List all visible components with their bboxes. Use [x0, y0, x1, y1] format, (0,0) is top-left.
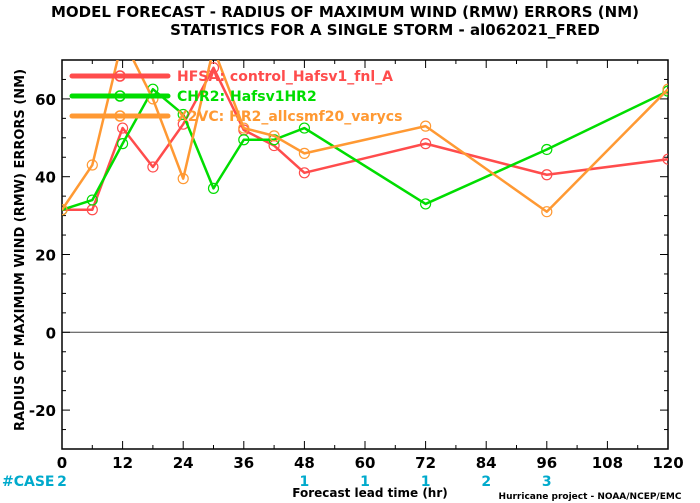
- case-label: #CASE: [2, 474, 55, 490]
- data-point: [662, 83, 668, 95]
- data-point: [268, 130, 280, 142]
- data-point: [541, 143, 553, 156]
- y-tick-label: 40: [35, 169, 56, 187]
- y-tick-label: -20: [29, 402, 56, 420]
- x-tick-label: 72: [415, 454, 436, 472]
- x-tick-label: 120: [652, 454, 683, 472]
- data-point: [420, 198, 432, 210]
- data-point: [209, 43, 219, 53]
- x-tick-label: 12: [112, 454, 133, 472]
- case-count: 3: [542, 474, 552, 490]
- legend-item-1: HFSA: control_Hafsv1_fnl_A: [69, 69, 393, 85]
- legend-item-3: X2VC: HR2_allcsmf20_varycs: [69, 109, 402, 125]
- y-tick-label: 0: [46, 324, 56, 342]
- data-point: [238, 122, 250, 134]
- data-point: [177, 173, 189, 185]
- x-axis-label: Forecast lead time (hr): [292, 486, 448, 500]
- y-tick-label: 20: [35, 247, 56, 265]
- legend-marker: [114, 90, 126, 102]
- case-count: 2: [481, 474, 491, 490]
- case-count: 2: [57, 474, 67, 490]
- data-point: [116, 122, 129, 134]
- data-point: [118, 34, 128, 44]
- series-line: [62, 87, 668, 211]
- data-point: [298, 147, 310, 159]
- x-tick-label: 36: [233, 454, 254, 472]
- data-point: [116, 138, 129, 150]
- data-point: [420, 138, 432, 150]
- x-tick-label: 96: [536, 454, 557, 472]
- x-tick-label: 48: [294, 454, 315, 472]
- case-count-row: #CASE 2 1 1 1 2 3: [2, 474, 552, 490]
- series-2: [62, 83, 668, 216]
- legend-marker: [114, 110, 126, 122]
- y-tick-label: 60: [35, 91, 56, 109]
- legend-label: CHR2: Hafsv1HR2: [177, 89, 317, 105]
- x-axis: 0 12 24 36 48 60 72 84 96 108 120: [57, 60, 684, 472]
- y-axis-label: RADIUS OF MAXIMUM WIND (RMW) ERRORS (NM): [13, 69, 28, 431]
- data-point: [238, 134, 250, 146]
- x-tick-label: 84: [476, 454, 497, 472]
- credit-text: Hurricane project - NOAA/NCEP/EMC: [499, 492, 682, 502]
- series-line: [62, 60, 668, 213]
- data-point: [147, 161, 159, 173]
- data-point: [298, 122, 310, 134]
- data-point: [62, 204, 68, 216]
- legend-item-2: CHR2: Hafsv1HR2: [69, 89, 317, 105]
- legend-label: X2VC: HR2_allcsmf20_varycs: [177, 109, 402, 125]
- data-point: [177, 108, 189, 121]
- legend: HFSA: control_Hafsv1_fnl_A CHR2: Hafsv1HR…: [69, 69, 402, 125]
- data-point: [298, 167, 310, 179]
- legend-label: HFSA: control_Hafsv1_fnl_A: [177, 69, 393, 85]
- series-layer: [62, 34, 668, 218]
- case-count: 1: [360, 474, 370, 490]
- chart-title: MODEL FORECAST - RADIUS OF MAXIMUM WIND …: [51, 3, 639, 21]
- case-count: 1: [300, 474, 310, 490]
- x-tick-label: 108: [592, 454, 623, 472]
- x-tick-label: 0: [57, 454, 67, 472]
- x-tick-label: 60: [355, 454, 376, 472]
- data-point: [662, 153, 668, 165]
- legend-marker: [114, 70, 126, 82]
- chart-subtitle: STATISTICS FOR A SINGLE STORM - al062021…: [170, 21, 600, 39]
- data-point: [541, 169, 553, 181]
- x-tick-label: 24: [173, 454, 194, 472]
- data-point: [541, 206, 553, 218]
- data-point: [207, 182, 220, 194]
- data-point: [86, 194, 98, 206]
- data-point: [86, 159, 98, 171]
- y-axis: -20 0 20 40 60: [29, 59, 668, 450]
- case-count: 1: [421, 474, 431, 490]
- data-point: [420, 120, 432, 132]
